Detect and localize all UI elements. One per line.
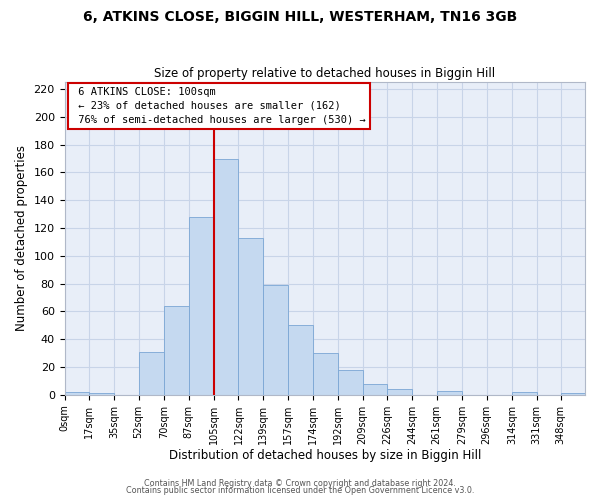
Title: Size of property relative to detached houses in Biggin Hill: Size of property relative to detached ho… bbox=[154, 66, 496, 80]
Bar bbox=[164, 306, 188, 395]
Bar bbox=[188, 217, 214, 395]
Bar bbox=[437, 390, 463, 395]
Bar bbox=[238, 238, 263, 395]
Text: 6 ATKINS CLOSE: 100sqm
 ← 23% of detached houses are smaller (162)
 76% of semi-: 6 ATKINS CLOSE: 100sqm ← 23% of detached… bbox=[73, 86, 366, 124]
Bar bbox=[263, 285, 289, 395]
Text: Contains HM Land Registry data © Crown copyright and database right 2024.: Contains HM Land Registry data © Crown c… bbox=[144, 478, 456, 488]
Bar bbox=[139, 352, 164, 395]
Bar bbox=[362, 384, 387, 395]
Bar bbox=[313, 353, 338, 395]
Bar bbox=[89, 394, 115, 395]
Bar bbox=[65, 392, 89, 395]
Bar bbox=[289, 326, 313, 395]
Bar bbox=[214, 158, 238, 395]
Bar bbox=[561, 394, 585, 395]
Bar bbox=[512, 392, 536, 395]
Text: Contains public sector information licensed under the Open Government Licence v3: Contains public sector information licen… bbox=[126, 486, 474, 495]
Text: 6, ATKINS CLOSE, BIGGIN HILL, WESTERHAM, TN16 3GB: 6, ATKINS CLOSE, BIGGIN HILL, WESTERHAM,… bbox=[83, 10, 517, 24]
X-axis label: Distribution of detached houses by size in Biggin Hill: Distribution of detached houses by size … bbox=[169, 450, 481, 462]
Bar bbox=[338, 370, 362, 395]
Bar bbox=[387, 390, 412, 395]
Y-axis label: Number of detached properties: Number of detached properties bbox=[15, 146, 28, 332]
